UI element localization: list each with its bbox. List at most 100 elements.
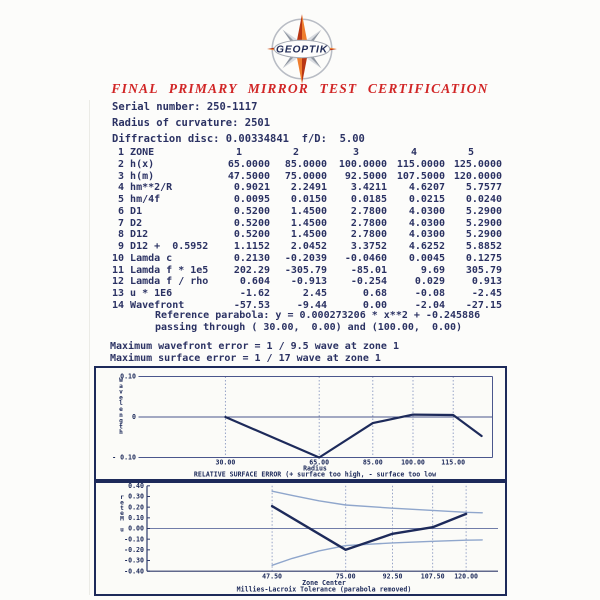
table-row: 6 D1 0.5200 1.4500 2.7800 4.0300 5.2900 [112, 206, 504, 218]
x-axis-label: Zone Center [302, 579, 346, 587]
cell-value: -0.08 [414, 288, 445, 299]
y-axis-label-char: v [119, 389, 123, 396]
y-axis-label-char: e [120, 499, 124, 506]
y-tick-label: 0.30 [128, 493, 144, 501]
table-row: 9 D12 + 0.5952 1.1152 2.0452 3.3752 4.6252 5.… [112, 241, 504, 253]
table-row: 12 Lamda f / rho 0.604 -0.913 -0.254 0.029 0.… [112, 276, 504, 288]
cell-value: 0.913 [471, 276, 502, 288]
table-row: 8 D12 0.5200 1.4500 2.7800 4.0300 5.2900 [112, 229, 504, 241]
cell-value: -27.15 [465, 299, 502, 311]
scan-artifact-line [89, 100, 90, 595]
cell-value: 0.029 [414, 276, 445, 288]
cell-value: 115.0000 [396, 158, 445, 170]
y-tick-label: -0.10 [124, 535, 144, 543]
y-axis-label-char: h [119, 429, 123, 436]
table-row: 1 ZONE 1 2 3 4 5 [112, 147, 504, 159]
row-label: 7 D2 [112, 217, 143, 229]
y-tick-label: 0.10 [120, 373, 136, 381]
measured-error-line [270, 504, 468, 552]
y-tick-label: -0.30 [124, 557, 144, 565]
row-label: 9 D12 + 0.5952 [112, 241, 209, 252]
cell-value: 2.0452 [290, 241, 327, 252]
cell-value: -85.01 [350, 264, 387, 276]
y-axis-label-char: u [120, 526, 124, 533]
cell-value: 5.7577 [465, 182, 502, 194]
cell-value: -0.0460 [344, 252, 387, 264]
x-tick-label: 85.00 [363, 459, 383, 467]
cell-value: 0.0150 [290, 194, 327, 205]
x-tick-label: 65.00 [309, 459, 329, 467]
relative-surface-error-line [224, 413, 483, 459]
cell-value: 0.0240 [465, 194, 502, 205]
cell-value: 107.5000 [396, 170, 445, 182]
y-axis-label-char: t [120, 505, 124, 512]
y-tick-label: - 0.10 [112, 454, 136, 462]
x-tick-label: 92.50 [383, 573, 403, 581]
table-row: 10 Lamda c 0.2130 -0.2039 -0.0460 0.0045 0.12… [112, 253, 504, 265]
row-label: 1 ZONE [112, 147, 155, 158]
y-axis-label-char: W [119, 377, 123, 384]
max-wavefront-error: Maximum wavefront error = 1 / 9.5 wave a… [110, 341, 399, 352]
cell-value: -57.53 [233, 299, 270, 311]
y-axis-label-char: e [119, 406, 123, 413]
table-row: 2 h(x) 65.0000 85.0000 100.0000 115.0000 125.… [112, 159, 504, 171]
logo-text: GEOPTIK [276, 45, 329, 56]
cell-value: 0.68 [362, 288, 387, 299]
cell-value: 4.0300 [408, 217, 445, 229]
cell-value: -9.44 [296, 299, 327, 311]
info-line: Serial number: 250-1117 [112, 101, 258, 113]
cell-value: 0.5200 [233, 229, 270, 241]
cell-value: 100.0000 [338, 158, 387, 170]
cell-value: 0.1275 [465, 252, 502, 264]
cell-value: 9.69 [420, 264, 445, 276]
x-tick-label: 47.50 [262, 573, 282, 581]
cell-value: 2.2491 [290, 182, 327, 194]
y-axis-label-char: n [119, 412, 123, 419]
cell-value: 2.45 [302, 288, 327, 299]
zone-table: 1 ZONE 1 2 3 4 5 2 h(x) 65.0000 85.0000 100.0000… [112, 147, 504, 312]
cell-value: 1.4500 [290, 229, 327, 241]
geoptik-logo: GEOPTIK [267, 14, 337, 84]
row-label: 5 hm/4f [112, 194, 161, 205]
table-row: 14 Wavefront -57.53 -9.44 0.00 -2.04 -27.15 [112, 300, 504, 312]
y-tick-label: -0.40 [124, 567, 144, 575]
cell-value: -1.62 [239, 288, 270, 299]
y-axis-label-char: t [119, 423, 123, 430]
table-row: 3 h(m) 47.5000 75.0000 92.5000 107.5000 120.0… [112, 171, 504, 183]
y-axis-label-char: M [120, 516, 124, 523]
y-axis-label-char: g [119, 418, 123, 425]
cell-value: 92.5000 [344, 170, 387, 182]
x-tick-label: 75.00 [336, 573, 356, 581]
cell-value: 0.2130 [233, 252, 270, 264]
cell-value: 2.7800 [350, 205, 387, 217]
cell-value: 0.0185 [350, 194, 387, 205]
cell-value: 2 [292, 147, 299, 158]
table-row: 7 D2 0.5200 1.4500 2.7800 4.0300 5.2900 [112, 218, 504, 230]
row-label: 13 u * 1E6 [112, 288, 173, 299]
info-line: Diffraction disc: 0.00334841 f/D: 5.00 [112, 133, 365, 145]
millies-lacroix-plot: 47.50 75.00 92.50 107.50 120.00 0.40 0.30 0.20 0… [120, 483, 498, 593]
x-tick-label: 120.00 [454, 573, 478, 581]
y-tick-label: 0.10 [128, 514, 144, 522]
cell-value: 2.7800 [350, 217, 387, 229]
cell-value: 85.0000 [284, 158, 327, 170]
cell-value: -305.79 [284, 264, 327, 276]
table-row: 11 Lamda f * 1e5 202.29 -305.79 -85.01 9.69 3… [112, 265, 504, 277]
cell-value: 305.79 [465, 264, 502, 276]
cell-value: 5 [467, 147, 474, 158]
cell-value: 4.0300 [408, 229, 445, 241]
table-row: 4 hm**2/R 0.9021 2.2491 3.4211 4.6207 5.7577 [112, 182, 504, 194]
y-axis-label-char: e [120, 510, 124, 517]
row-label: 8 D12 [112, 229, 149, 241]
cell-value: 0.0215 [408, 194, 445, 205]
row-label: 6 D1 [112, 205, 143, 217]
cell-value: 5.2900 [465, 229, 502, 241]
y-tick-label: 0.20 [128, 503, 144, 511]
row-label: 11 Lamda f * 1e5 [112, 264, 209, 276]
x-tick-label: 100.00 [401, 459, 425, 467]
cell-value: 0.5200 [233, 217, 270, 229]
cell-value: 120.0000 [453, 170, 502, 182]
millies-lacroix-chart: 47.50 75.00 92.50 107.50 120.00 0.40 0.30 0.20 0… [94, 481, 507, 596]
cell-value: -0.254 [350, 276, 387, 288]
